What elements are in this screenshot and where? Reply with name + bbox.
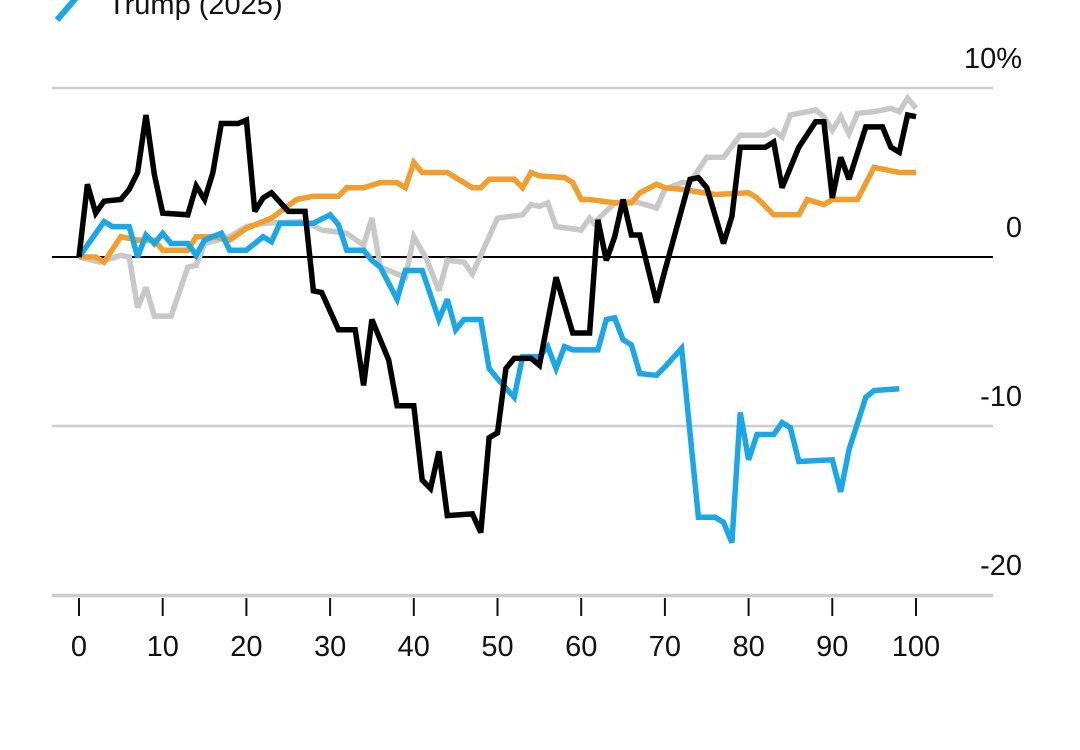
- x-tick-label: 90: [816, 631, 848, 663]
- legend: Trump (2025): [54, 0, 283, 22]
- x-tick-label: 100: [892, 631, 940, 663]
- series-line-3: [76, 111, 917, 534]
- y-tick-label: 0: [1006, 212, 1022, 244]
- x-tick-label: 70: [649, 631, 681, 663]
- legend-label-trump-2025: Trump (2025): [108, 0, 283, 21]
- x-tick-label: 50: [481, 631, 513, 663]
- y-tick-label: -10: [980, 381, 1022, 413]
- series-lines: [76, 93, 919, 544]
- y-axis-labels: 10% 0 -10 -20: [964, 43, 1022, 582]
- x-tick-label: 20: [230, 631, 262, 663]
- x-tick-label: 40: [398, 631, 430, 663]
- legend-swatch-trump-2025: [54, 0, 79, 22]
- series-line-2: [76, 211, 900, 544]
- x-tick-label: 80: [732, 631, 764, 663]
- x-tick-label: 30: [314, 631, 346, 663]
- series-line-0: [78, 93, 919, 319]
- x-axis: 0 10 20 30 40 50 60 70 80 90 100: [52, 594, 993, 663]
- x-tick-label: 0: [71, 631, 87, 663]
- x-tick-label: 10: [147, 631, 179, 663]
- x-tick-label: 60: [565, 631, 597, 663]
- y-tick-label: 10%: [964, 43, 1022, 75]
- y-tick-label: -20: [980, 550, 1022, 582]
